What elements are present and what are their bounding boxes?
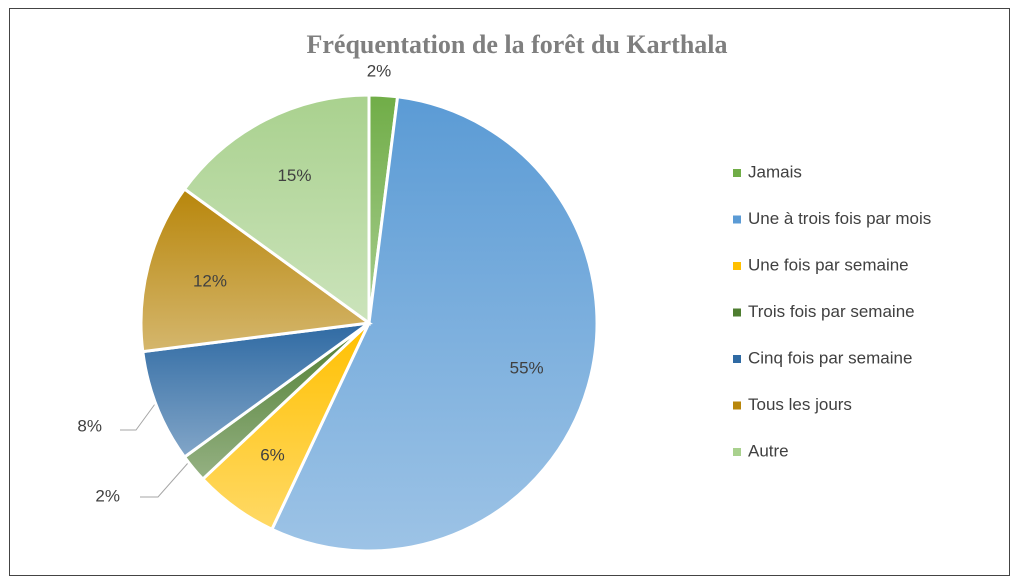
data-label: 2% — [367, 61, 392, 80]
pie-slice — [182, 93, 371, 326]
legend-label: Tous les jours — [748, 395, 852, 414]
legend-label: Cinq fois par semaine — [748, 348, 912, 367]
pie-slice — [139, 186, 373, 354]
legend-label: Une à trois fois par mois — [748, 209, 931, 228]
pie-slice — [141, 321, 370, 460]
legend-label: Une fois par semaine — [748, 255, 909, 274]
legend-label: Autre — [748, 441, 789, 460]
leader-line — [140, 462, 189, 498]
legend-swatch — [733, 169, 741, 177]
data-label: 12% — [193, 272, 227, 291]
legend-label: Jamais — [748, 162, 802, 181]
legend-label: Trois fois par semaine — [748, 302, 915, 321]
legend-swatch — [733, 448, 741, 456]
legend-swatch — [733, 308, 741, 317]
data-label: 6% — [260, 445, 285, 464]
leader-line — [120, 403, 156, 431]
data-label: 8% — [77, 416, 102, 435]
legend-swatch — [733, 262, 741, 270]
legend-swatch — [733, 215, 741, 224]
data-label: 55% — [510, 358, 544, 377]
data-label: 2% — [95, 486, 120, 505]
chart-title: Fréquentation de la forêt du Karthala — [306, 30, 727, 59]
legend-swatch — [733, 401, 741, 410]
legend-swatch — [733, 355, 741, 363]
pie-slice — [269, 95, 599, 553]
data-label: 15% — [277, 166, 311, 185]
